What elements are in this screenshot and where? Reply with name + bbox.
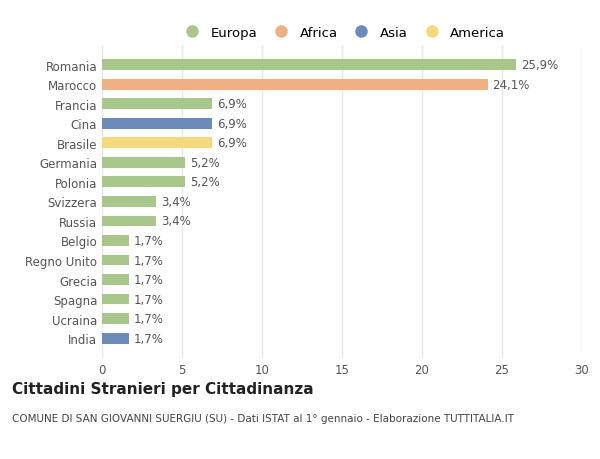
Text: 1,7%: 1,7% — [134, 332, 164, 345]
Bar — [102, 313, 129, 325]
Text: 1,7%: 1,7% — [134, 235, 164, 247]
Bar — [102, 274, 129, 285]
Bar — [102, 60, 517, 71]
Bar — [102, 235, 129, 246]
Bar — [102, 99, 212, 110]
Text: 1,7%: 1,7% — [134, 313, 164, 325]
Text: 6,9%: 6,9% — [217, 98, 247, 111]
Text: Cittadini Stranieri per Cittadinanza: Cittadini Stranieri per Cittadinanza — [12, 381, 314, 396]
Bar — [102, 79, 488, 90]
Text: 5,2%: 5,2% — [190, 176, 220, 189]
Bar — [102, 216, 157, 227]
Bar — [102, 177, 185, 188]
Text: 6,9%: 6,9% — [217, 137, 247, 150]
Text: 1,7%: 1,7% — [134, 254, 164, 267]
Text: 3,4%: 3,4% — [161, 196, 191, 208]
Text: 1,7%: 1,7% — [134, 274, 164, 286]
Text: COMUNE DI SAN GIOVANNI SUERGIU (SU) - Dati ISTAT al 1° gennaio - Elaborazione TU: COMUNE DI SAN GIOVANNI SUERGIU (SU) - Da… — [12, 413, 514, 423]
Bar — [102, 118, 212, 129]
Text: 5,2%: 5,2% — [190, 157, 220, 169]
Text: 24,1%: 24,1% — [493, 78, 530, 91]
Bar — [102, 157, 185, 168]
Text: 25,9%: 25,9% — [521, 59, 559, 72]
Bar — [102, 196, 157, 207]
Bar — [102, 138, 212, 149]
Bar — [102, 294, 129, 305]
Text: 6,9%: 6,9% — [217, 118, 247, 130]
Legend: Europa, Africa, Asia, America: Europa, Africa, Asia, America — [173, 21, 511, 45]
Text: 1,7%: 1,7% — [134, 293, 164, 306]
Bar — [102, 255, 129, 266]
Bar — [102, 333, 129, 344]
Text: 3,4%: 3,4% — [161, 215, 191, 228]
